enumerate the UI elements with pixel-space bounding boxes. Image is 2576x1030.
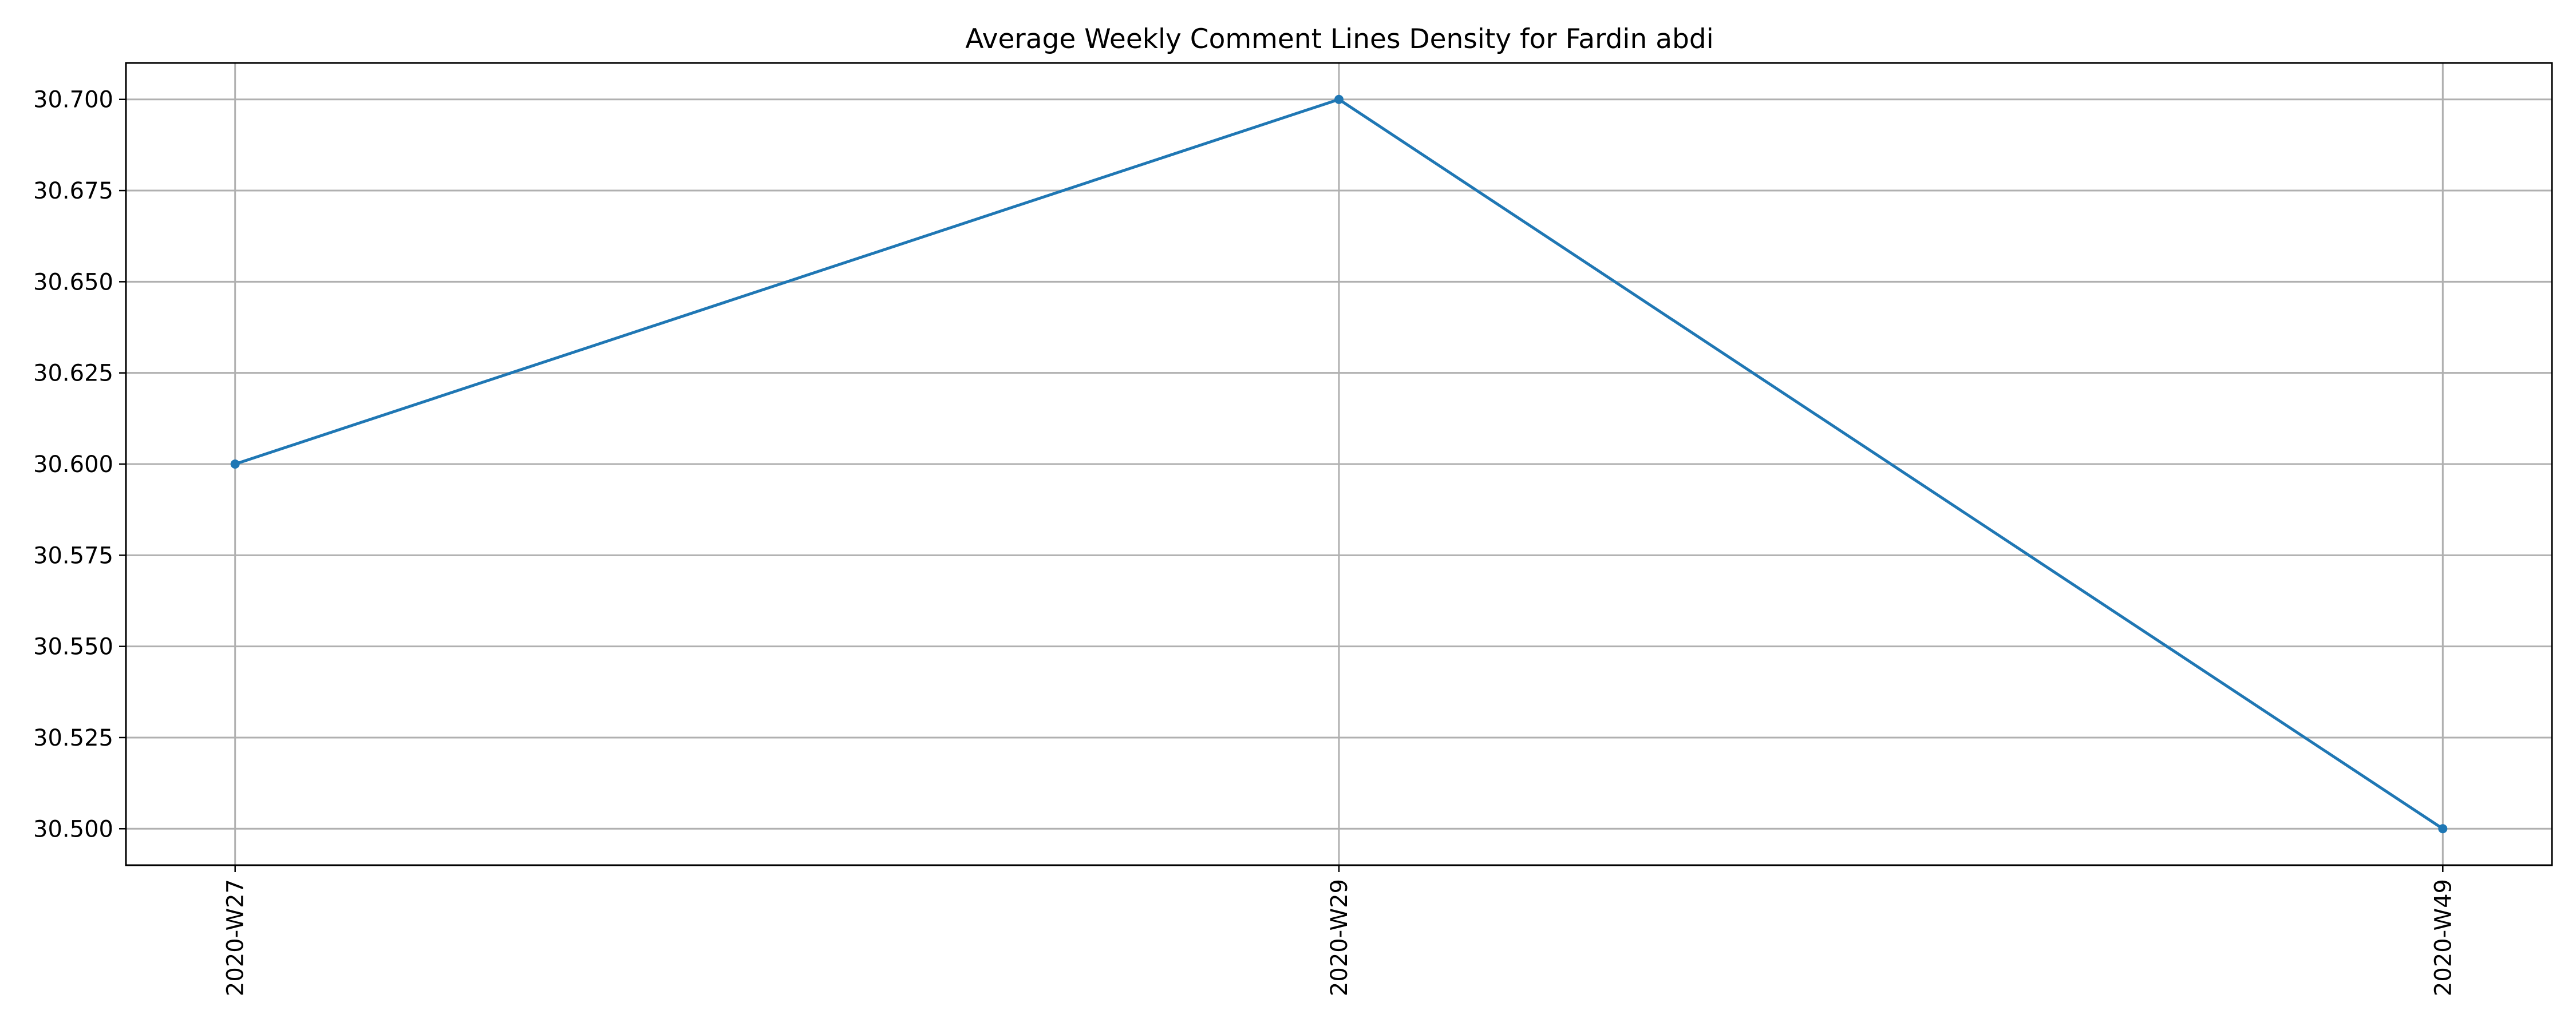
y-tick-label: 30.700 — [33, 87, 113, 113]
y-tick-label: 30.575 — [33, 542, 113, 569]
x-tick-label: 2020-W49 — [2430, 879, 2456, 996]
data-point — [2438, 824, 2448, 834]
series-layer — [230, 94, 2448, 834]
y-tick-label: 30.600 — [33, 451, 113, 478]
y-tick-label: 30.550 — [33, 634, 113, 660]
y-axis: 30.500 30.525 30.550 30.575 30.600 30.625 30.6… — [33, 87, 126, 842]
data-point — [1334, 94, 1344, 104]
x-tick-label: 2020-W27 — [223, 879, 249, 996]
x-axis: 2020-W27 2020-W29 2020-W49 — [223, 865, 2456, 996]
y-tick-label: 30.500 — [33, 816, 113, 842]
axes-frame — [125, 62, 2553, 866]
x-tick-label: 2020-W29 — [1326, 879, 1353, 996]
y-tick-label: 30.675 — [33, 178, 113, 204]
data-point — [230, 459, 240, 469]
chart-title: Average Weekly Comment Lines Density for… — [965, 23, 1713, 55]
grid — [126, 63, 2552, 865]
y-tick-label: 30.650 — [33, 269, 113, 295]
y-tick-label: 30.525 — [33, 725, 113, 751]
y-tick-label: 30.625 — [33, 360, 113, 387]
